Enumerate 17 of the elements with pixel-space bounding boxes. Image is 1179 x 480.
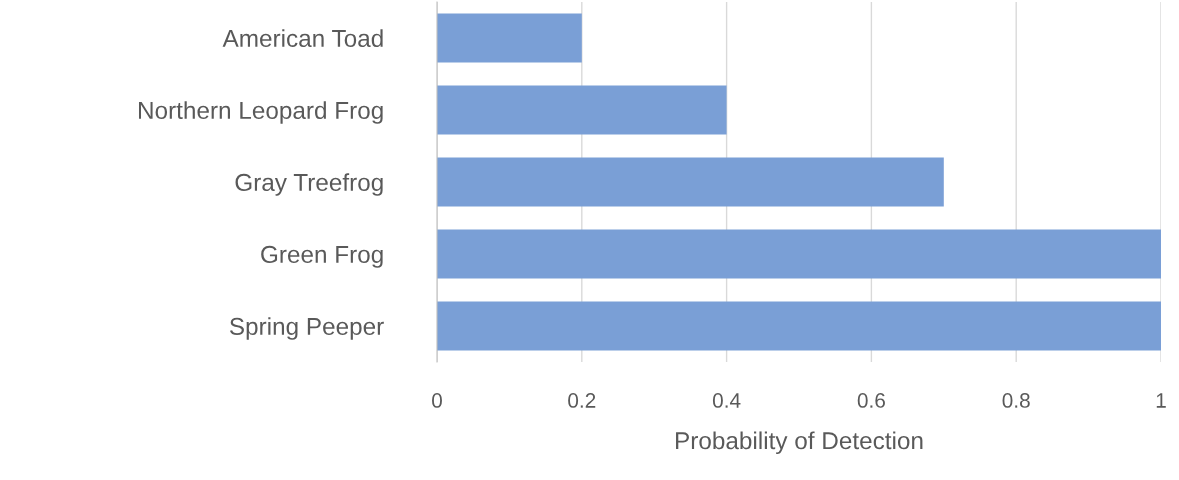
bar (437, 301, 1161, 351)
x-axis-title: Probability of Detection (676, 431, 923, 455)
y-tick-label: Gray Treefrog (235, 173, 383, 196)
bar (437, 13, 582, 63)
x-tick-label: 0.4 (712, 393, 741, 408)
bar (437, 85, 727, 135)
y-tick-label: Northern Leopard Frog (138, 101, 383, 124)
bar (437, 157, 944, 207)
bar (437, 229, 1161, 279)
y-tick-label: Spring Peeper (229, 317, 384, 340)
x-tick-label: 0.6 (857, 393, 885, 408)
x-tick-label: 0.2 (568, 393, 596, 408)
y-tick-label: Green Frog (261, 245, 383, 268)
x-tick-label: 0 (432, 393, 442, 408)
x-tick-label: 1 (1156, 393, 1166, 408)
x-tick-label: 0.8 (1002, 393, 1030, 408)
y-tick-label: American Toad (222, 29, 383, 48)
